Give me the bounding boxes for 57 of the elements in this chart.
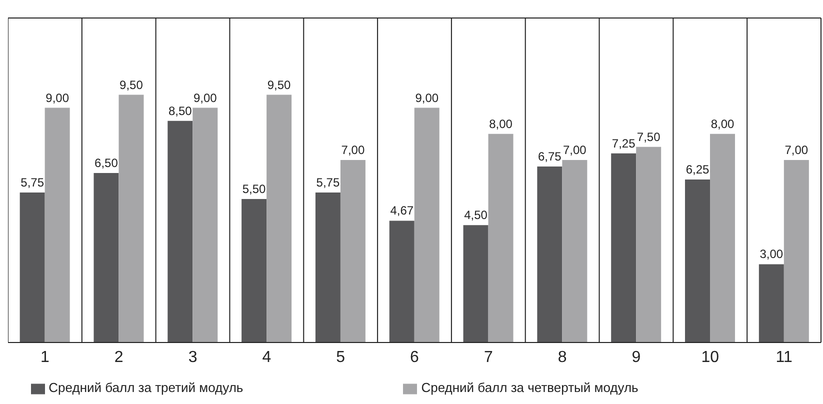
bar — [562, 160, 588, 342]
data-label: 8,00 — [489, 116, 513, 131]
x-tick-label: 11 — [776, 348, 792, 366]
x-tick-label: 6 — [410, 348, 420, 366]
bar — [389, 220, 414, 342]
data-label: 9,00 — [193, 90, 218, 105]
data-label: 9,50 — [120, 78, 144, 92]
legend-label: Средний балл за четвертый модуль — [421, 380, 638, 396]
x-tick-label: 1 — [40, 348, 50, 366]
data-label: 4,50 — [464, 208, 488, 222]
bar — [315, 192, 340, 342]
data-label: 5,75 — [316, 176, 340, 190]
data-label: 8,00 — [710, 116, 735, 131]
data-label: 5,75 — [20, 176, 44, 190]
legend-label: Средний балл за третий модуль — [48, 380, 244, 396]
bar — [685, 180, 710, 342]
bar — [266, 94, 292, 342]
data-label: 8,50 — [168, 104, 192, 118]
data-label: 7,00 — [784, 142, 808, 157]
data-label: 7,00 — [341, 142, 365, 157]
bar — [758, 264, 784, 342]
data-label: 5,50 — [242, 182, 266, 196]
x-tick-label: 5 — [336, 348, 346, 366]
data-label: 7,50 — [636, 130, 661, 144]
data-label: 9,00 — [415, 90, 439, 105]
bar — [192, 108, 218, 342]
data-label: 3,00 — [760, 247, 784, 262]
bar — [340, 160, 366, 342]
bar — [537, 166, 562, 342]
data-label: 7,25 — [612, 136, 636, 150]
bar — [242, 199, 267, 342]
bar — [611, 153, 636, 342]
x-tick-label: 2 — [114, 348, 124, 366]
data-label: 6,25 — [686, 162, 710, 176]
bar — [20, 192, 45, 342]
x-tick-label: 7 — [484, 348, 493, 366]
bar — [94, 172, 119, 342]
data-label: 9,50 — [267, 78, 292, 92]
data-label: 6,75 — [538, 149, 562, 164]
bar — [414, 108, 440, 342]
x-tick-label: 3 — [188, 348, 198, 366]
x-tick-label: 8 — [558, 348, 567, 366]
bar — [463, 225, 488, 342]
data-label: 9,00 — [46, 90, 70, 105]
data-label: 7,00 — [563, 142, 587, 157]
bar — [168, 120, 193, 342]
data-label: 6,50 — [94, 156, 118, 170]
x-tick-label: 9 — [632, 348, 641, 366]
bar — [488, 134, 514, 342]
bar — [784, 160, 809, 342]
data-label: 4,67 — [390, 204, 414, 218]
bar — [710, 134, 736, 342]
bar — [118, 94, 144, 342]
bar — [636, 146, 662, 342]
x-tick-label: 10 — [701, 348, 720, 366]
x-tick-label: 4 — [262, 348, 272, 366]
bar — [44, 108, 70, 342]
